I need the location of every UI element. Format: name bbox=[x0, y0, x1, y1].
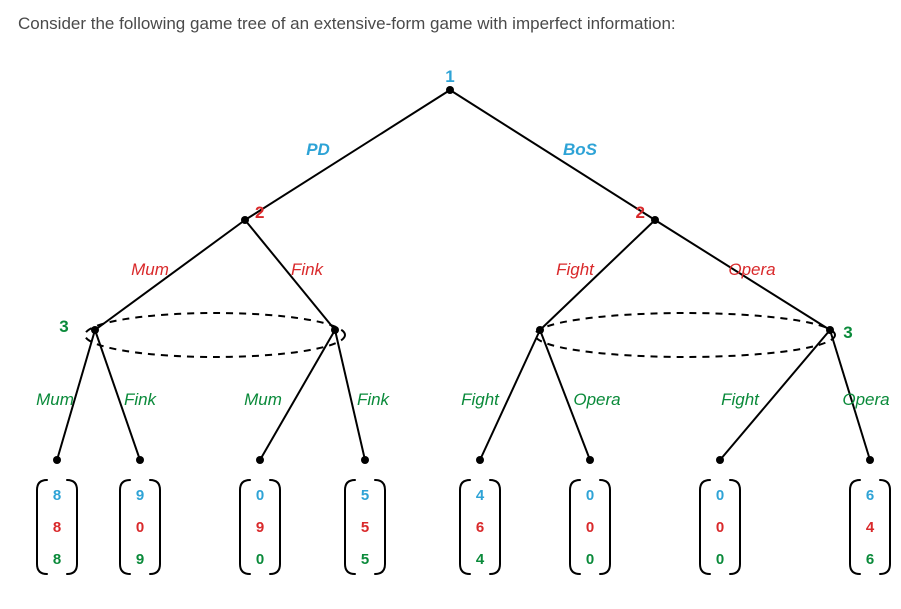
payoff-6: 0 0 0 bbox=[570, 480, 610, 574]
terminal-7 bbox=[716, 456, 724, 464]
payoff-8-p1: 6 bbox=[866, 487, 874, 504]
node-p2-left bbox=[241, 216, 249, 224]
terminal-1 bbox=[53, 456, 61, 464]
payoff-3: 0 9 0 bbox=[240, 480, 280, 574]
payoff-6-p3: 0 bbox=[586, 551, 594, 568]
payoff-4-p2: 5 bbox=[361, 519, 369, 536]
payoff-2: 9 0 9 bbox=[120, 480, 160, 574]
action-p3-4-opera: Opera bbox=[842, 390, 889, 409]
label-player3-left: 3 bbox=[59, 317, 68, 336]
payoff-2-p2: 0 bbox=[136, 519, 144, 536]
node-p3-4 bbox=[826, 326, 834, 334]
action-p2-fink: Fink bbox=[291, 260, 325, 279]
payoff-5: 4 6 4 bbox=[460, 480, 500, 574]
payoff-7-p2: 0 bbox=[716, 519, 724, 536]
action-p3-2-mum: Mum bbox=[244, 390, 282, 409]
node-p3-2 bbox=[331, 326, 339, 334]
node-p2-right bbox=[651, 216, 659, 224]
payoff-6-p1: 0 bbox=[586, 487, 594, 504]
payoff-1-p1: 8 bbox=[53, 487, 61, 504]
payoff-8-p3: 6 bbox=[866, 551, 874, 568]
payoff-1: 8 8 8 bbox=[37, 480, 77, 574]
payoff-1-p3: 8 bbox=[53, 551, 61, 568]
payoff-3-p3: 0 bbox=[256, 551, 264, 568]
label-player3-right: 3 bbox=[843, 323, 852, 342]
label-player1: 1 bbox=[445, 67, 454, 86]
info-set-right bbox=[535, 313, 835, 357]
action-p3-3-fight: Fight bbox=[461, 390, 500, 409]
node-p3-1 bbox=[91, 326, 99, 334]
action-p2-fight: Fight bbox=[556, 260, 595, 279]
payoff-4-p3: 5 bbox=[361, 551, 369, 568]
action-p2-mum: Mum bbox=[131, 260, 169, 279]
payoff-3-p1: 0 bbox=[256, 487, 264, 504]
payoff-5-p1: 4 bbox=[476, 487, 485, 504]
edge-p2-mum bbox=[95, 220, 245, 330]
edge-p1-bos bbox=[450, 90, 655, 220]
payoff-7-p3: 0 bbox=[716, 551, 724, 568]
payoff-2-p1: 9 bbox=[136, 487, 144, 504]
action-p3-1-fink: Fink bbox=[124, 390, 158, 409]
payoff-5-p3: 4 bbox=[476, 551, 485, 568]
payoff-1-p2: 8 bbox=[53, 519, 61, 536]
payoff-8: 6 4 6 bbox=[850, 480, 890, 574]
payoff-2-p3: 9 bbox=[136, 551, 144, 568]
label-player2-right: 2 bbox=[636, 203, 645, 222]
game-tree: 1 2 2 3 3 PD BoS Mum Fink Fight Opera Mu… bbox=[0, 60, 901, 609]
action-p3-3-opera: Opera bbox=[573, 390, 620, 409]
terminal-2 bbox=[136, 456, 144, 464]
node-root bbox=[446, 86, 454, 94]
action-p3-1-mum: Mum bbox=[36, 390, 74, 409]
terminal-4 bbox=[361, 456, 369, 464]
payoff-4-p1: 5 bbox=[361, 487, 369, 504]
info-set-left bbox=[85, 313, 345, 357]
edge-p1-pd bbox=[245, 90, 450, 220]
terminal-6 bbox=[586, 456, 594, 464]
payoff-4: 5 5 5 bbox=[345, 480, 385, 574]
action-p2-opera: Opera bbox=[728, 260, 775, 279]
payoff-7-p1: 0 bbox=[716, 487, 724, 504]
terminal-5 bbox=[476, 456, 484, 464]
label-player2-left: 2 bbox=[255, 203, 264, 222]
terminal-8 bbox=[866, 456, 874, 464]
payoff-5-p2: 6 bbox=[476, 519, 484, 536]
action-pd: PD bbox=[306, 140, 330, 159]
prompt-text: Consider the following game tree of an e… bbox=[18, 14, 676, 34]
payoff-8-p2: 4 bbox=[866, 519, 875, 536]
action-p3-4-fight: Fight bbox=[721, 390, 760, 409]
node-p3-3 bbox=[536, 326, 544, 334]
payoff-3-p2: 9 bbox=[256, 519, 264, 536]
payoff-6-p2: 0 bbox=[586, 519, 594, 536]
action-p3-2-fink: Fink bbox=[357, 390, 391, 409]
action-bos: BoS bbox=[563, 140, 598, 159]
terminal-3 bbox=[256, 456, 264, 464]
payoff-7: 0 0 0 bbox=[700, 480, 740, 574]
